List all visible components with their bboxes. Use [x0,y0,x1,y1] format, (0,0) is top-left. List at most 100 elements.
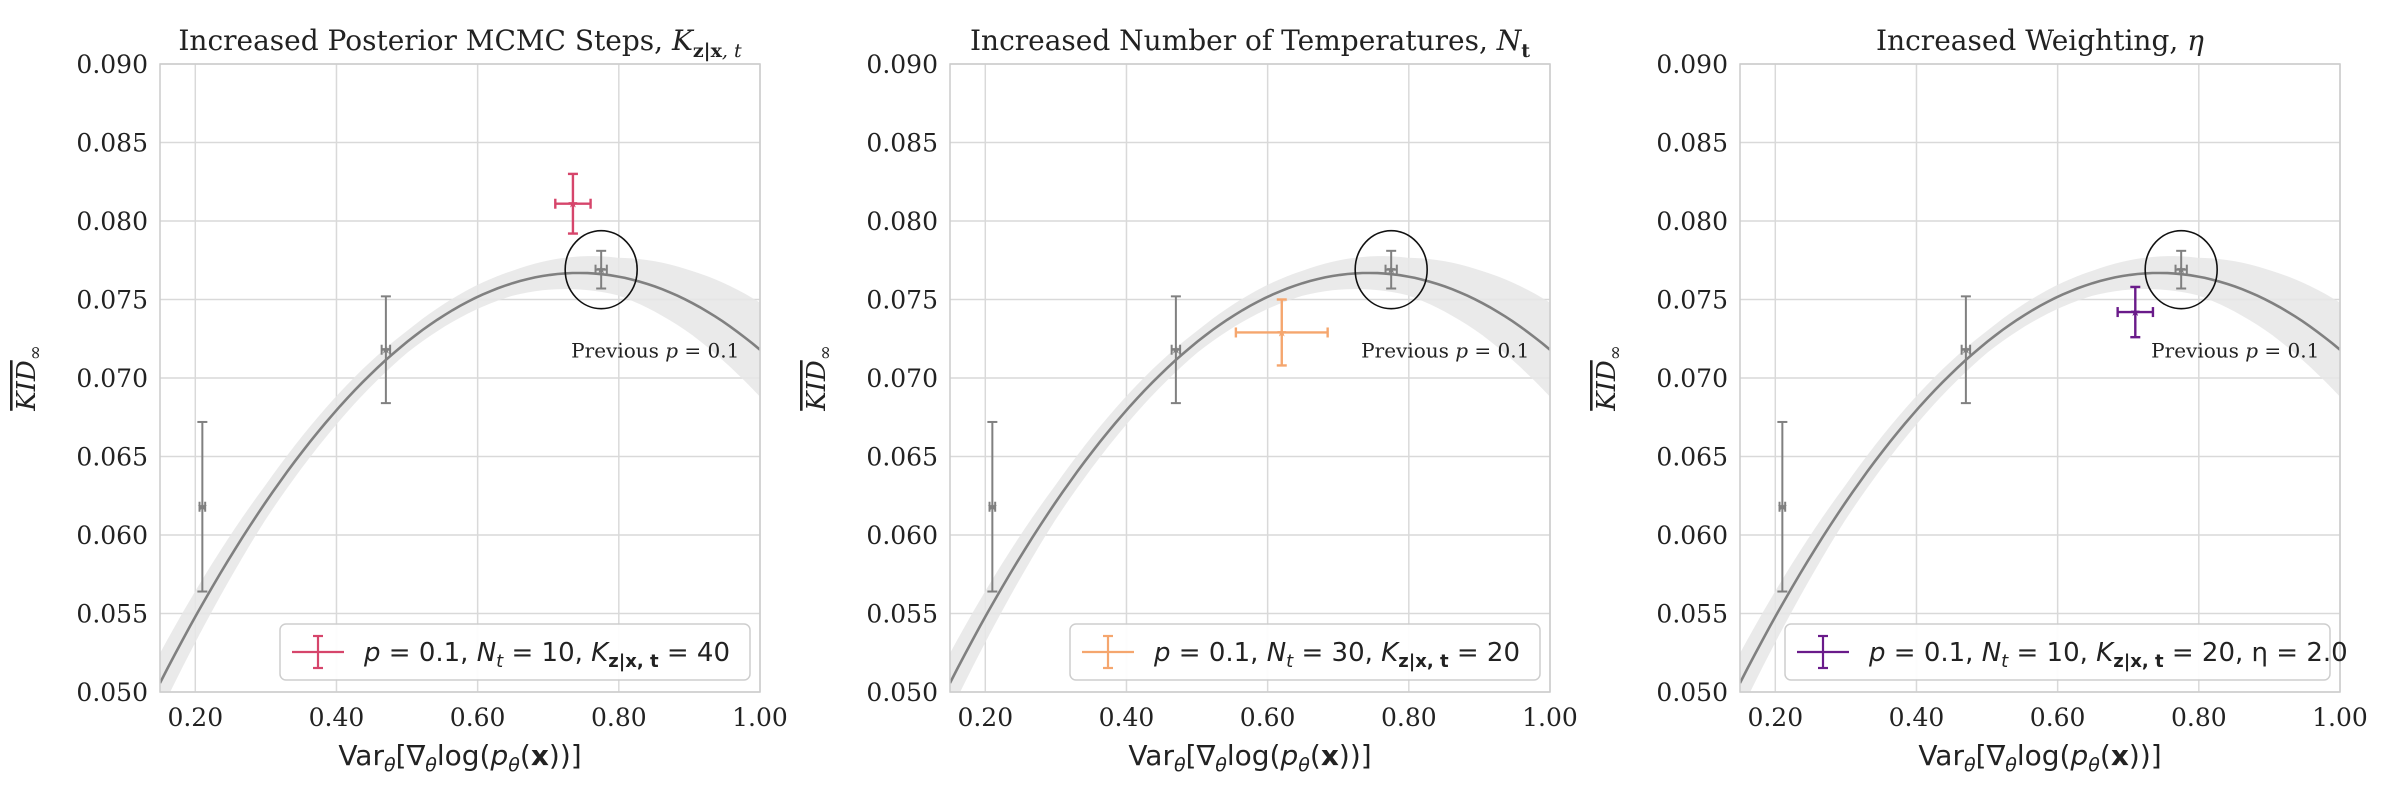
plot-frame [949,63,1551,693]
x-tick-label: 0.60 [1240,703,1296,732]
y-tick-label: 0.050 [76,678,148,707]
svg-text:★: ★ [2176,263,2187,277]
x-tick-label: 0.20 [1747,703,1803,732]
x-tick-label: 0.60 [450,703,506,732]
chart-panel-2: ★ ★ ★ ★ Previous p = 0.1 0.050 0.055 0.060 0.065… [802,24,1578,776]
fit-curve [1740,271,2340,684]
x-tick-label: 1.00 [2312,703,2368,732]
y-tick-label: 0.065 [1656,443,1728,472]
y-tick-label: 0.060 [866,521,938,550]
y-tick-label: 0.070 [1656,364,1728,393]
svg-text:★: ★ [987,500,998,514]
chart-title: Increased Number of Temperatures, Nt [970,24,1530,62]
series-point-1: ★ [1234,298,1329,367]
y-axis-label: KID∞ [12,345,46,412]
baseline-point-1: ★ [987,420,998,593]
y-tick-label: 0.085 [1656,129,1728,158]
y-tick-label: 0.050 [866,678,938,707]
fit-curve [160,271,760,684]
y-tick-label: 0.060 [76,521,148,550]
legend: p = 0.1, Nt = 10, Kz|x, t = 20, η = 2.0 [1784,623,2348,681]
annotation-previous: Previous p = 0.1 [2151,339,2319,363]
y-axis-label: KID∞ [802,345,836,412]
baseline-point-2: ★ [1170,295,1181,405]
legend-label: p = 0.1, Nt = 10, Kz|x, t = 40 [363,638,730,672]
legend: p = 0.1, Nt = 10, Kz|x, t = 40 [279,623,751,681]
series-point-1: ★ [554,172,592,235]
clipped-layer [1740,256,2340,692]
x-tick-label: 0.60 [2030,703,2086,732]
y-tick-label: 0.075 [76,286,148,315]
y-tick-label: 0.090 [1656,50,1728,79]
previous-point-circle [1354,229,1428,310]
legend-marker [1797,634,1849,670]
chart-title: Increased Posterior MCMC Steps, Kz|x, t [178,24,742,62]
y-tick-label: 0.055 [1656,600,1728,629]
legend-marker [1082,634,1134,670]
y-tick-label: 0.080 [1656,207,1728,236]
clipped-layer [160,256,760,692]
y-tick-label: 0.070 [866,364,938,393]
y-tick-label: 0.085 [866,129,938,158]
y-tick-label: 0.070 [76,364,148,393]
y-axis-label: KID∞ [1592,345,1626,412]
svg-text:★: ★ [197,500,208,514]
y-tick-label: 0.060 [1656,521,1728,550]
y-tick-label: 0.050 [1656,678,1728,707]
legend-label: p = 0.1, Nt = 30, Kz|x, t = 20 [1153,638,1520,672]
plot-frame [1739,63,2341,693]
x-tick-label: 0.40 [1889,703,1945,732]
svg-text:★: ★ [1777,500,1788,514]
x-tick-label: 1.00 [732,703,788,732]
y-tick-label: 0.065 [866,443,938,472]
annotation-previous: Previous p = 0.1 [1361,339,1529,363]
x-axis-label: Varθ[∇θlog(pθ(x))] [1128,739,1371,776]
x-axis-label: Varθ[∇θlog(pθ(x))] [1918,739,2161,776]
svg-text:★: ★ [596,263,607,277]
baseline-point-1: ★ [1777,420,1788,593]
x-tick-label: 0.40 [309,703,365,732]
y-tick-label: 0.065 [76,443,148,472]
baseline-point-3: ★ [594,249,608,290]
svg-text:★: ★ [1960,343,1971,357]
svg-text:★: ★ [1170,343,1181,357]
y-tick-label: 0.080 [76,207,148,236]
svg-text:★: ★ [2130,305,2141,319]
y-tick-label: 0.090 [866,50,938,79]
x-axis-label: Varθ[∇θlog(pθ(x))] [338,739,581,776]
clipped-layer [950,256,1550,692]
baseline-point-1: ★ [197,420,208,593]
baseline-point-3: ★ [2174,249,2188,290]
x-tick-label: 0.40 [1099,703,1155,732]
legend-label: p = 0.1, Nt = 10, Kz|x, t = 20, η = 2.0 [1868,638,2348,672]
y-tick-label: 0.090 [76,50,148,79]
plot-frame [159,63,761,693]
x-tick-label: 1.00 [1522,703,1578,732]
y-tick-label: 0.085 [76,129,148,158]
baseline-point-2: ★ [1960,295,1971,405]
baseline-point-3: ★ [1384,249,1398,290]
svg-text:★: ★ [568,197,579,211]
x-tick-label: 0.80 [2171,703,2227,732]
x-tick-label: 0.80 [591,703,647,732]
baseline-point-2: ★ [380,295,391,405]
y-tick-label: 0.075 [1656,286,1728,315]
svg-text:★: ★ [1276,325,1287,339]
annotation-previous: Previous p = 0.1 [571,339,739,363]
fit-curve [950,271,1550,684]
svg-text:★: ★ [1386,263,1397,277]
fit-confidence-band [160,256,760,692]
svg-text:★: ★ [380,343,391,357]
chart-panel-1: ★ ★ ★ ★ Previous p = 0.1 0.050 0.055 0.060 0.065… [12,24,788,776]
y-tick-label: 0.055 [866,600,938,629]
fit-confidence-band [950,256,1550,692]
x-tick-label: 0.80 [1381,703,1437,732]
x-tick-label: 0.20 [167,703,223,732]
fit-confidence-band [1740,256,2340,692]
previous-point-circle [2144,229,2218,310]
previous-point-circle [564,229,638,310]
chart-panel-3: ★ ★ ★ ★ Previous p = 0.1 0.050 0.055 0.060 0.065… [1592,24,2368,776]
legend: p = 0.1, Nt = 30, Kz|x, t = 20 [1069,623,1541,681]
series-point-1: ★ [2116,285,2155,339]
